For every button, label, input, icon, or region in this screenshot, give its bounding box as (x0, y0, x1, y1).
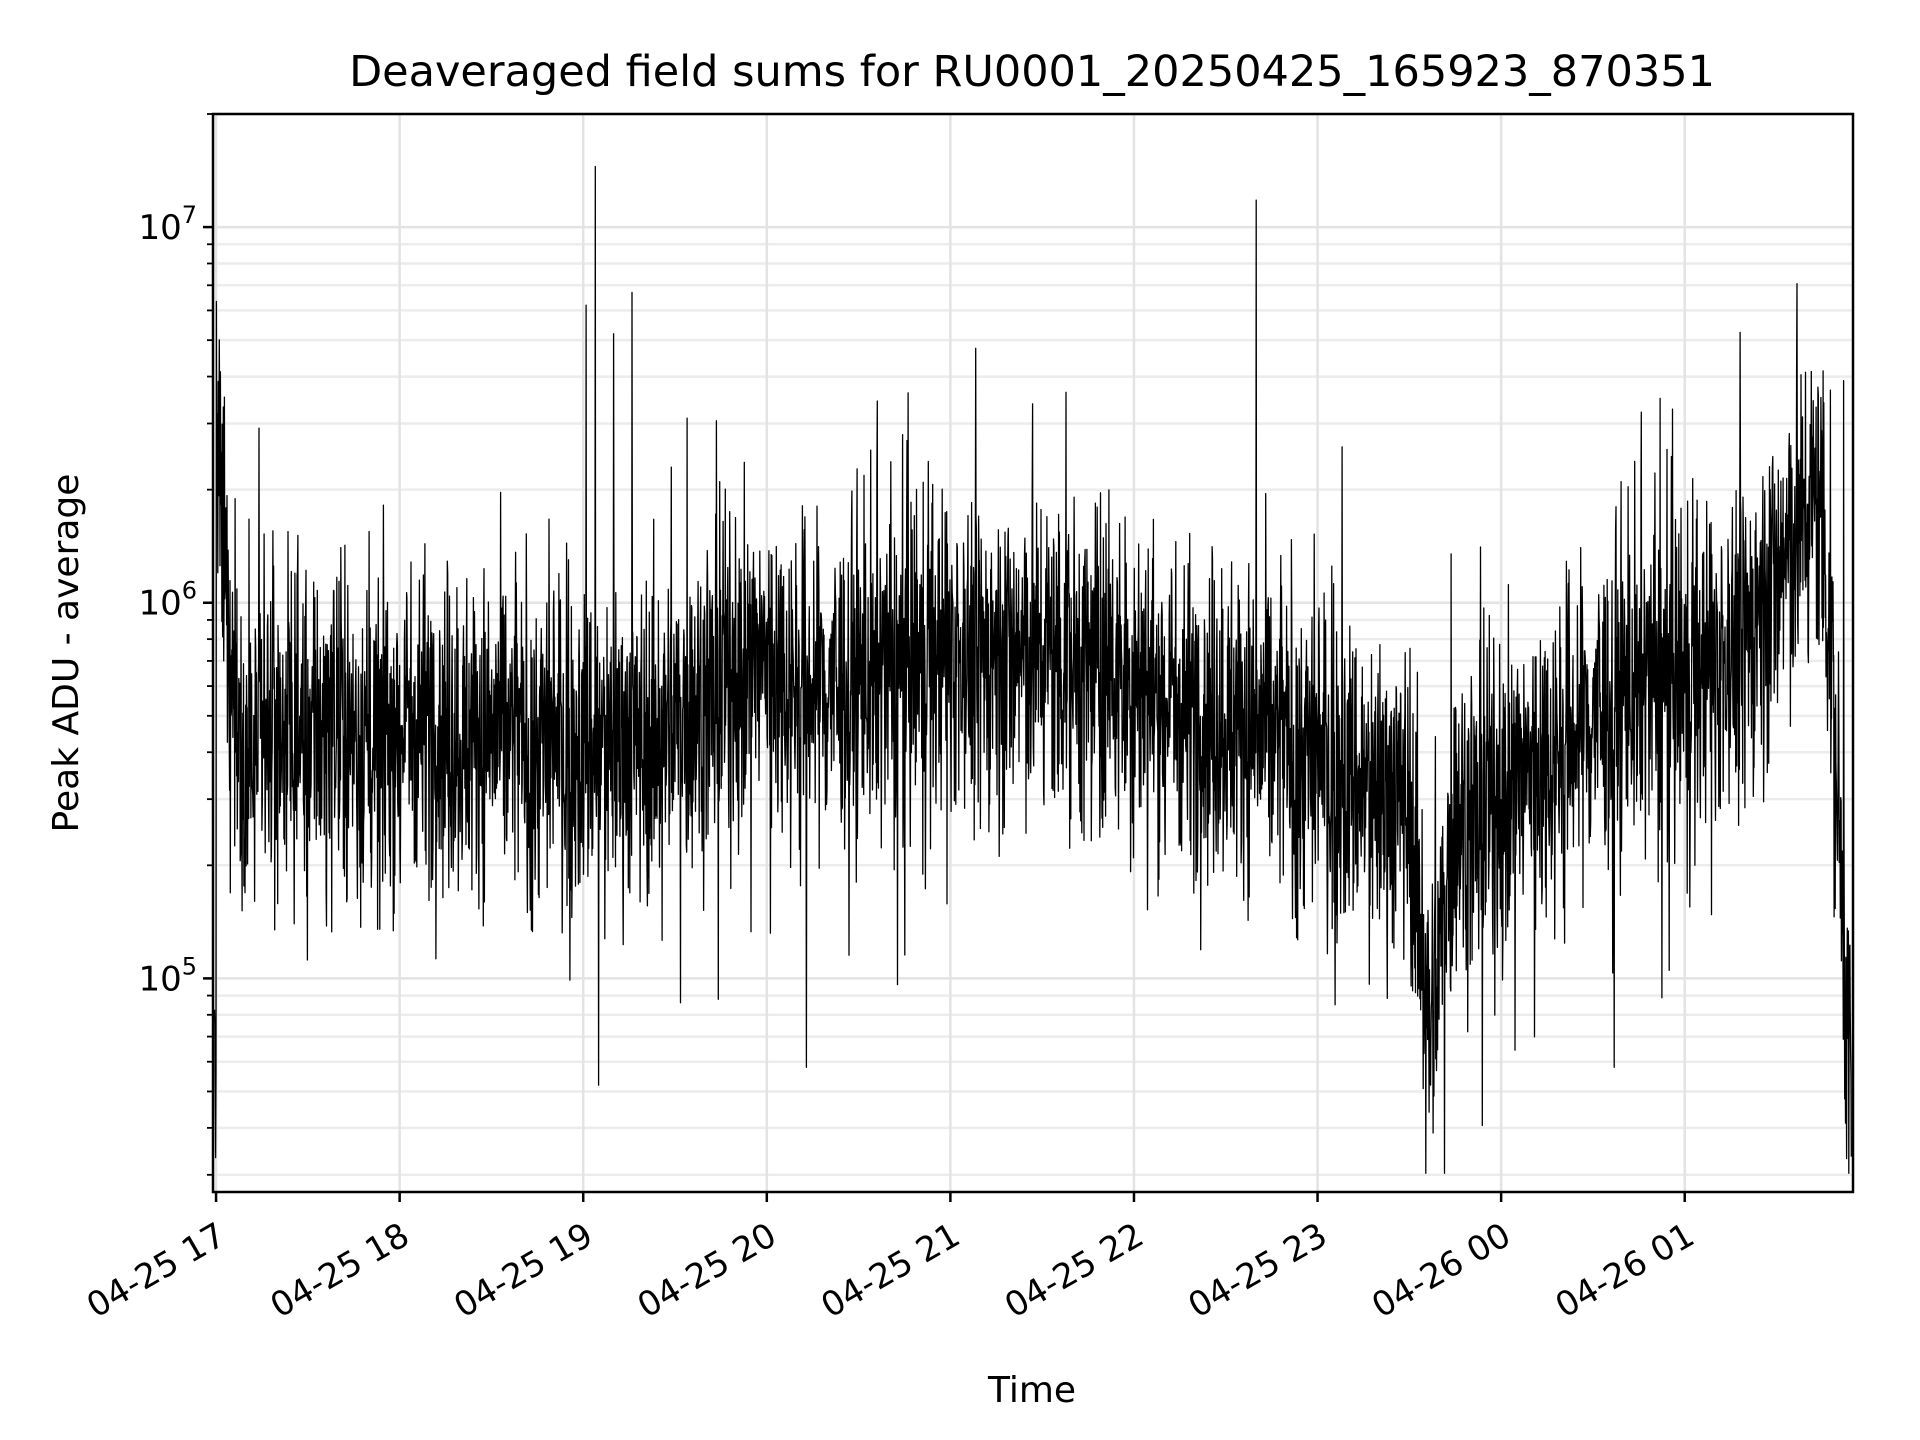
x-tick-label: 04-25 21 (814, 1215, 966, 1326)
x-axis-label: Time (987, 1370, 1076, 1411)
y-tick-label: 107 (138, 201, 197, 248)
series-layer (213, 165, 1852, 1174)
x-tick-label: 04-26 01 (1549, 1215, 1701, 1326)
x-tick-label: 04-25 18 (264, 1215, 416, 1326)
x-tick-label: 04-26 00 (1365, 1215, 1517, 1326)
x-tick-label: 04-25 22 (998, 1215, 1150, 1326)
x-tick-label: 04-25 23 (1182, 1215, 1334, 1326)
x-tick-label: 04-25 19 (447, 1215, 599, 1326)
x-tick-label: 04-25 20 (631, 1215, 783, 1326)
y-tick-label: 105 (138, 952, 197, 999)
y-tick-label: 106 (138, 577, 197, 624)
y-axis-label: Peak ADU - average (46, 474, 87, 833)
chart-title: Deaveraged field sums for RU0001_2025042… (349, 47, 1715, 97)
plot-frame (211, 112, 1855, 1194)
x-tick-label: 04-25 17 (80, 1215, 232, 1326)
series-line (213, 165, 1852, 1174)
